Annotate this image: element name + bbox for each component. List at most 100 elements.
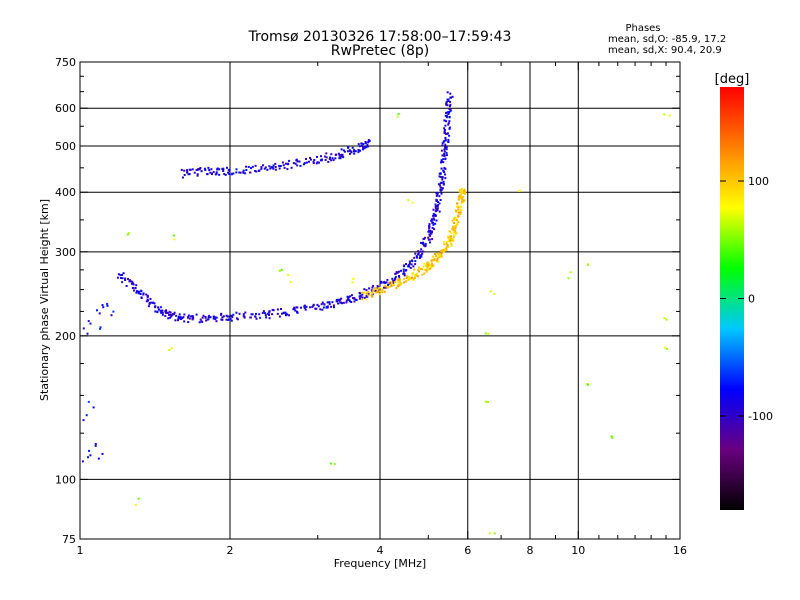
- data-point: [269, 167, 272, 170]
- data-point: [415, 255, 418, 258]
- data-point: [221, 316, 224, 319]
- data-point: [238, 171, 241, 174]
- data-point: [182, 316, 185, 319]
- data-point: [419, 255, 422, 257]
- data-point: [249, 316, 252, 319]
- data-point: [302, 163, 305, 166]
- data-point: [255, 312, 257, 315]
- data-point: [361, 298, 364, 301]
- data-point: [424, 268, 426, 271]
- data-point: [449, 237, 452, 240]
- data-point: [437, 183, 440, 186]
- data-point: [403, 265, 406, 268]
- data-point: [87, 400, 90, 403]
- data-point: [446, 98, 449, 101]
- data-point: [299, 164, 302, 167]
- data-point: [274, 168, 277, 171]
- data-point: [315, 307, 318, 310]
- data-point: [439, 189, 442, 192]
- data-point: [569, 271, 572, 274]
- data-point: [132, 282, 135, 285]
- data-point: [283, 166, 286, 169]
- data-point: [338, 299, 341, 302]
- data-point: [333, 306, 335, 309]
- data-point: [406, 276, 408, 279]
- data-point: [220, 318, 223, 321]
- data-point: [264, 314, 267, 317]
- data-point: [384, 282, 387, 284]
- data-point: [414, 274, 417, 277]
- data-point: [238, 312, 241, 315]
- data-point: [203, 167, 206, 170]
- data-point: [361, 296, 364, 299]
- data-point: [177, 315, 180, 318]
- data-point: [188, 173, 191, 176]
- data-point: [120, 277, 122, 279]
- data-point: [432, 217, 435, 220]
- data-point: [81, 460, 84, 463]
- data-point: [447, 113, 450, 115]
- data-point: [296, 164, 299, 167]
- data-point: [227, 168, 230, 171]
- data-point: [429, 231, 432, 234]
- data-point: [131, 287, 134, 289]
- data-point: [408, 262, 411, 265]
- data-point: [320, 155, 322, 158]
- data-point: [414, 263, 417, 266]
- data-point: [133, 289, 135, 292]
- data-point: [323, 303, 326, 306]
- data-point: [358, 297, 361, 300]
- data-point: [447, 239, 450, 242]
- data-point: [454, 227, 457, 230]
- data-point: [295, 306, 298, 309]
- data-point: [455, 205, 458, 208]
- data-point: [231, 316, 234, 318]
- data-point: [157, 306, 160, 309]
- data-point: [325, 306, 328, 308]
- data-point: [437, 201, 439, 203]
- data-point: [254, 164, 257, 167]
- data-point: [390, 282, 393, 285]
- x-tick-label: 8: [527, 544, 534, 557]
- data-point: [458, 196, 461, 199]
- data-point: [367, 293, 370, 296]
- data-point: [441, 154, 444, 157]
- data-point: [227, 171, 230, 174]
- data-point: [442, 161, 445, 164]
- data-point: [183, 174, 186, 176]
- data-point: [362, 143, 365, 146]
- data-point: [178, 313, 181, 316]
- data-point: [445, 154, 448, 157]
- data-point: [147, 299, 150, 302]
- data-point: [441, 187, 444, 190]
- data-point: [396, 115, 399, 118]
- data-point: [211, 173, 213, 176]
- data-point: [138, 290, 141, 293]
- stats-o-mode: mean, sd,O: -85.9, 17.2: [608, 34, 726, 45]
- data-point: [161, 309, 164, 312]
- data-point: [168, 313, 170, 316]
- data-point: [444, 136, 447, 139]
- data-point: [460, 192, 463, 195]
- data-point: [377, 287, 380, 290]
- data-point: [463, 188, 466, 191]
- data-point: [339, 301, 342, 304]
- data-point: [357, 143, 360, 146]
- data-point: [263, 167, 266, 170]
- data-point: [431, 258, 434, 261]
- data-point: [164, 315, 167, 317]
- data-point: [266, 168, 269, 171]
- data-point: [445, 116, 448, 119]
- data-point: [390, 280, 393, 283]
- data-point: [145, 293, 148, 296]
- data-point: [441, 142, 444, 145]
- data-point: [447, 246, 450, 249]
- data-point: [124, 277, 127, 280]
- data-point: [383, 290, 386, 293]
- data-point: [286, 168, 289, 171]
- data-point: [423, 237, 426, 240]
- data-point: [255, 317, 258, 320]
- data-point: [99, 326, 102, 329]
- data-point: [341, 153, 344, 156]
